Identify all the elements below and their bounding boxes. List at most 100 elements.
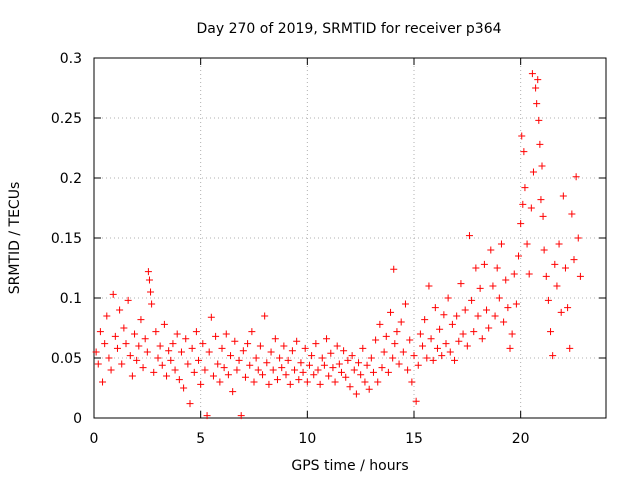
data-point bbox=[203, 412, 211, 420]
data-point bbox=[103, 312, 111, 320]
data-point bbox=[329, 364, 337, 372]
data-point bbox=[148, 300, 156, 308]
data-point bbox=[312, 340, 320, 348]
data-point bbox=[154, 354, 162, 362]
y-tick-label: 0.25 bbox=[51, 111, 82, 127]
data-point bbox=[459, 330, 467, 338]
data-point bbox=[436, 325, 444, 333]
data-point bbox=[269, 366, 277, 374]
data-point bbox=[448, 320, 456, 328]
data-point bbox=[342, 373, 350, 381]
data-point bbox=[457, 280, 465, 288]
data-point bbox=[310, 371, 318, 379]
data-point bbox=[561, 264, 569, 272]
data-point bbox=[519, 200, 527, 208]
y-tick-label: 0.3 bbox=[60, 51, 82, 67]
data-point bbox=[109, 290, 117, 298]
data-point bbox=[331, 378, 339, 386]
y-tick-label: 0.05 bbox=[51, 351, 82, 367]
data-point bbox=[357, 371, 365, 379]
data-point bbox=[406, 336, 414, 344]
data-point bbox=[195, 356, 203, 364]
data-point bbox=[273, 376, 281, 384]
data-point bbox=[352, 390, 360, 398]
data-point bbox=[105, 354, 113, 362]
data-point bbox=[212, 332, 220, 340]
data-point bbox=[197, 380, 205, 388]
chart-title: Day 270 of 2019, SRMTID for receiver p36… bbox=[196, 21, 501, 37]
data-point bbox=[483, 306, 491, 314]
data-point bbox=[363, 361, 371, 369]
data-point bbox=[521, 184, 529, 192]
data-point bbox=[376, 320, 384, 328]
data-point bbox=[171, 366, 179, 374]
data-point bbox=[265, 380, 273, 388]
data-point bbox=[271, 335, 279, 343]
data-point bbox=[335, 360, 343, 368]
data-point bbox=[412, 397, 420, 405]
data-point bbox=[465, 232, 473, 240]
data-point bbox=[184, 360, 192, 368]
data-point bbox=[344, 356, 352, 364]
data-point bbox=[408, 378, 416, 386]
data-point bbox=[278, 364, 286, 372]
data-point bbox=[568, 210, 576, 218]
x-tick-labels: 0 5 10 15 20 bbox=[90, 431, 530, 447]
data-point bbox=[237, 412, 245, 420]
data-point bbox=[425, 282, 433, 290]
data-point bbox=[547, 328, 555, 336]
data-point bbox=[152, 328, 160, 336]
data-point bbox=[440, 311, 448, 319]
data-point bbox=[145, 276, 153, 284]
data-point bbox=[207, 313, 215, 321]
data-point bbox=[199, 340, 207, 348]
data-point bbox=[150, 368, 158, 376]
data-point bbox=[566, 344, 574, 352]
data-point bbox=[391, 340, 399, 348]
data-point bbox=[414, 361, 422, 369]
x-tick-label: 5 bbox=[196, 431, 205, 447]
data-point bbox=[461, 306, 469, 314]
x-tick-label: 15 bbox=[405, 431, 423, 447]
data-point bbox=[293, 337, 301, 345]
data-point bbox=[446, 348, 454, 356]
data-point bbox=[367, 354, 375, 362]
data-point bbox=[126, 352, 134, 360]
data-point bbox=[143, 348, 151, 356]
data-point bbox=[487, 246, 495, 254]
data-point bbox=[305, 361, 313, 369]
x-tick-label: 0 bbox=[90, 431, 99, 447]
data-point bbox=[173, 330, 181, 338]
data-point bbox=[301, 344, 309, 352]
data-point bbox=[529, 168, 537, 176]
data-point bbox=[224, 371, 232, 379]
data-point bbox=[201, 366, 209, 374]
data-point bbox=[261, 312, 269, 320]
x-tick-label: 20 bbox=[512, 431, 530, 447]
data-point bbox=[535, 116, 543, 124]
data-point bbox=[182, 335, 190, 343]
data-point bbox=[214, 360, 222, 368]
data-point bbox=[451, 356, 459, 364]
data-point bbox=[538, 162, 546, 170]
data-point bbox=[323, 335, 331, 343]
y-tick-label: 0.1 bbox=[60, 291, 82, 307]
data-point bbox=[259, 371, 267, 379]
data-point bbox=[470, 328, 478, 336]
data-points bbox=[92, 70, 584, 420]
data-point bbox=[147, 288, 155, 296]
y-tick-label: 0.2 bbox=[60, 171, 82, 187]
data-point bbox=[350, 366, 358, 374]
data-point bbox=[374, 378, 382, 386]
data-point bbox=[493, 264, 501, 272]
data-point bbox=[369, 368, 377, 376]
data-point bbox=[233, 366, 241, 374]
data-point bbox=[399, 348, 407, 356]
data-point bbox=[553, 282, 561, 290]
data-point bbox=[390, 265, 398, 273]
data-point bbox=[288, 347, 296, 355]
data-point bbox=[169, 340, 177, 348]
data-point bbox=[209, 372, 217, 380]
data-point bbox=[113, 344, 121, 352]
